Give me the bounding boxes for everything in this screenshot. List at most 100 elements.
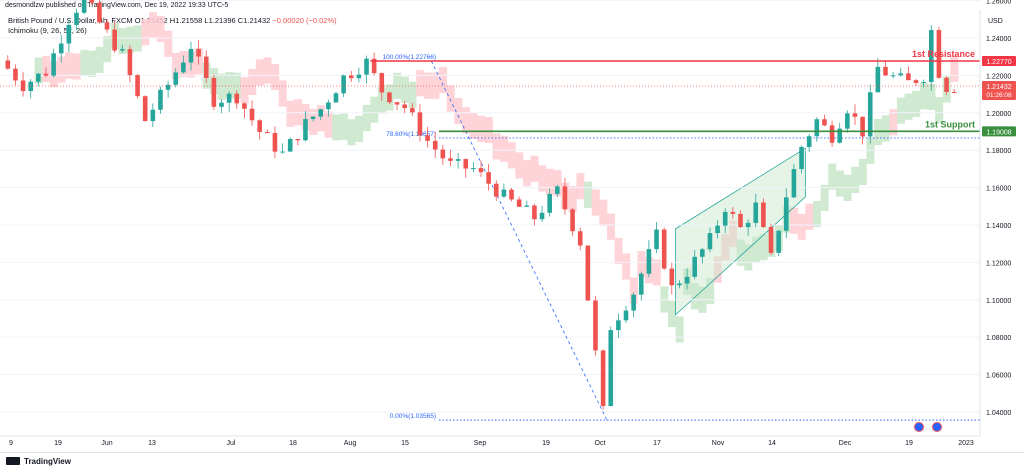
- price-chart[interactable]: 127.20%(1.27989)100.00%(1.22766)78.60%(1…: [0, 0, 1024, 452]
- cloud-segment: [896, 97, 905, 124]
- x-tick-label: 19: [905, 440, 913, 447]
- cloud-segment: [240, 77, 249, 104]
- fib-diagonal: [431, 60, 608, 421]
- cloud-segment: [530, 155, 539, 182]
- x-tick-label: 2023: [958, 440, 974, 447]
- candle-body: [837, 128, 843, 143]
- candle-body: [585, 245, 591, 301]
- cloud-segment: [576, 173, 585, 200]
- cloud-segment: [362, 104, 371, 132]
- cloud-segment: [355, 115, 364, 142]
- candle-body: [249, 108, 255, 121]
- candle-body: [555, 186, 560, 194]
- cloud-segment: [622, 253, 631, 280]
- cloud-segment: [759, 234, 768, 261]
- candle-body: [432, 140, 438, 150]
- fib-label: 0.00%(1.03565): [390, 413, 436, 420]
- ichimoku-cloud: [34, 12, 959, 343]
- fibonacci-levels: 127.20%(1.27989)100.00%(1.22766)78.60%(1…: [383, 54, 980, 421]
- cloud-segment: [484, 117, 493, 144]
- y-tick-label: 1.08000: [986, 335, 1011, 342]
- cloud-segment: [935, 97, 944, 124]
- cloud-segment: [797, 213, 806, 240]
- cloud-segment: [629, 277, 638, 304]
- cloud-segment: [522, 160, 532, 187]
- candle-body: [928, 30, 934, 83]
- candle-body: [539, 212, 545, 220]
- candle-body: [745, 222, 751, 228]
- cloud-segment: [393, 72, 402, 99]
- cloud-segment: [271, 63, 280, 91]
- cloud-segment: [919, 83, 928, 110]
- candle-body: [638, 273, 644, 295]
- candle-body: [593, 300, 598, 351]
- candle-body: [692, 256, 697, 277]
- candle-body: [509, 189, 514, 200]
- cloud-segment: [286, 100, 295, 127]
- candle-body: [707, 233, 713, 250]
- cloud-segment: [118, 27, 127, 55]
- y-tick-label: 1.24000: [986, 36, 1011, 43]
- level-label: 1st Resistance: [912, 49, 975, 59]
- candle-body: [799, 147, 804, 170]
- candle-body: [265, 131, 270, 134]
- candle-body: [715, 225, 720, 234]
- candle-body: [165, 84, 171, 90]
- candle-body: [379, 73, 385, 93]
- candle-body: [616, 320, 621, 331]
- candle-body: [478, 168, 484, 173]
- us-flag-icon: [914, 422, 924, 432]
- candle-body: [364, 58, 369, 75]
- candle-body: [898, 73, 904, 76]
- cloud-segment: [80, 49, 89, 76]
- candle-body: [66, 24, 72, 44]
- cloud-segment: [87, 50, 96, 77]
- candle-body: [669, 268, 675, 286]
- candle-body: [310, 116, 316, 120]
- cloud-segment: [324, 111, 333, 138]
- y-tick-label: 1.16000: [986, 186, 1011, 193]
- candle-body: [684, 276, 690, 284]
- x-tick-label: 14: [768, 440, 776, 447]
- x-tick-label: 9: [9, 440, 13, 447]
- candle-body: [20, 80, 26, 92]
- cloud-segment: [347, 119, 356, 146]
- candle-body: [81, 0, 87, 13]
- cloud-segment: [255, 59, 264, 86]
- candle-body: [806, 136, 812, 148]
- candle-body: [58, 43, 64, 54]
- cloud-segment: [477, 115, 486, 142]
- candle-body: [425, 135, 430, 141]
- cloud-segment: [706, 277, 715, 305]
- candle-body: [188, 48, 194, 63]
- tradingview-logo: TradingView: [6, 457, 71, 466]
- candle-body: [448, 158, 453, 161]
- candle-body: [226, 93, 232, 103]
- cloud-segment: [584, 181, 593, 208]
- x-tick-label: 13: [148, 440, 156, 447]
- level-label: 1st Support: [925, 119, 975, 129]
- candle-body: [287, 139, 293, 152]
- cloud-segment: [232, 72, 241, 99]
- candle-body: [127, 49, 133, 76]
- candle-body: [623, 310, 629, 321]
- x-tick-label: Jun: [101, 440, 112, 447]
- candle-body: [28, 81, 34, 92]
- candle-body: [341, 75, 346, 94]
- tv-logo-icon: [6, 457, 20, 465]
- cloud-segment: [820, 184, 829, 211]
- candle-body: [493, 183, 499, 197]
- cloud-segment: [225, 71, 234, 99]
- candle-body: [5, 60, 11, 69]
- candle-body: [791, 169, 797, 198]
- candle-body: [646, 249, 652, 274]
- price-axis: 1.280001.260001.240001.220001.200001.180…: [979, 0, 1011, 436]
- change-value: −0.00020 (−0.02%): [272, 16, 337, 25]
- cloud-segment: [461, 107, 470, 134]
- candle-body: [104, 22, 110, 30]
- candle-body: [181, 62, 186, 73]
- cloud-segment: [57, 56, 66, 83]
- current-price-text: 1.21432: [986, 84, 1011, 91]
- y-tick-label: 1.18000: [986, 148, 1011, 155]
- y-tick-label: 1.04000: [986, 410, 1011, 417]
